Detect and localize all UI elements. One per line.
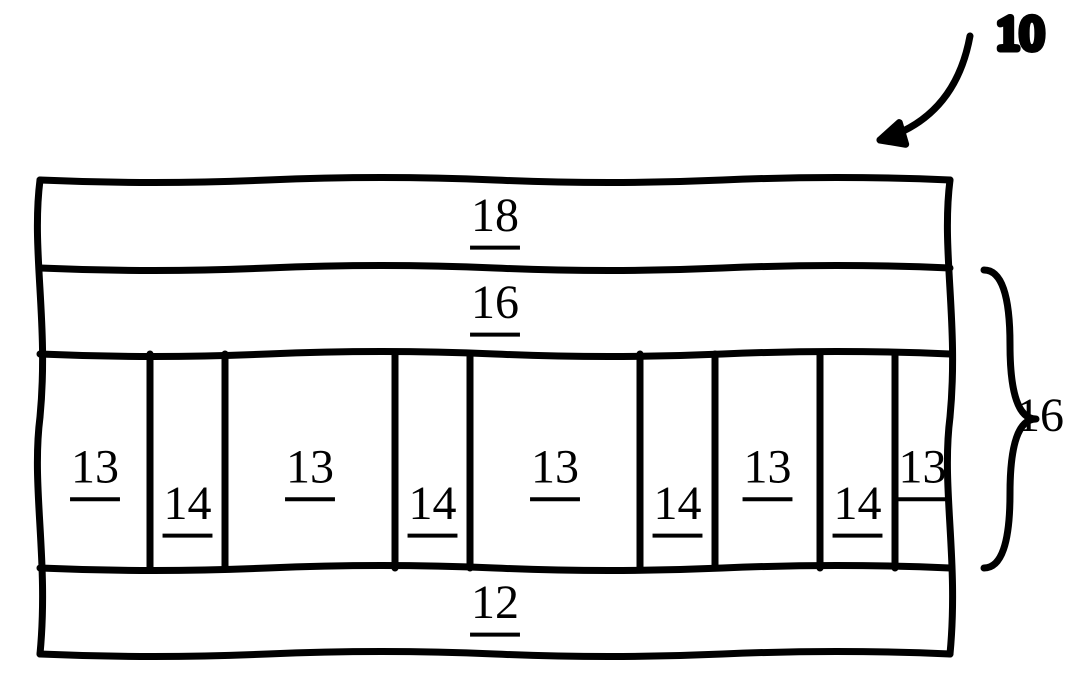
figure-ref-label: 10	[996, 7, 1044, 60]
label-col-7-14: 14	[833, 477, 883, 536]
label-layer-18-text: 18	[471, 189, 519, 242]
left-break-edge	[37, 180, 42, 654]
label-col-4-13: 13	[530, 441, 580, 500]
label-layer-16-text: 16	[471, 276, 519, 329]
figure-ref-arrowhead	[880, 123, 906, 145]
label-col-7-14-text: 14	[834, 477, 882, 530]
label-col-6-13: 13	[743, 441, 793, 500]
label-col-8-13: 13	[898, 441, 948, 500]
label-layer-16: 16	[470, 276, 520, 335]
label-layer-18: 18	[470, 189, 520, 248]
label-col-0-13: 13	[70, 441, 120, 500]
label-col-5-14: 14	[653, 477, 703, 536]
label-col-3-14: 14	[408, 477, 458, 536]
h-line-bottom	[40, 652, 950, 657]
label-layer-12-text: 12	[471, 576, 519, 629]
right-break-edge	[947, 180, 952, 654]
h-line-mid-bot	[40, 566, 950, 571]
figure-ref-callout: 10	[880, 7, 1044, 144]
h-line-top	[40, 178, 950, 183]
label-col-8-13-text: 13	[899, 441, 947, 494]
h-line-mid-top	[40, 352, 950, 357]
right-brace-label: 16	[1016, 389, 1064, 442]
label-col-4-13-text: 13	[531, 441, 579, 494]
label-col-5-14-text: 14	[654, 477, 702, 530]
label-col-1-14-text: 14	[164, 477, 212, 530]
label-col-0-13-text: 13	[71, 441, 119, 494]
label-col-2-13: 13	[285, 441, 335, 500]
label-col-6-13-text: 13	[744, 441, 792, 494]
label-col-3-14-text: 14	[409, 477, 457, 530]
label-layer-12: 12	[470, 576, 520, 635]
label-col-1-14: 14	[163, 477, 213, 536]
label-col-2-13-text: 13	[286, 441, 334, 494]
h-line-upper	[40, 266, 950, 271]
